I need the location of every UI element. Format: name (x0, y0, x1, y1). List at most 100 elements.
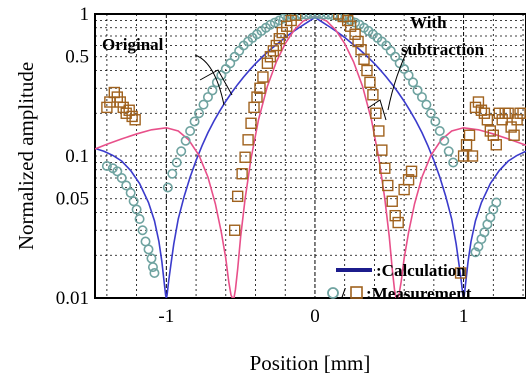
circle-point (421, 99, 432, 110)
circle-point (121, 180, 132, 191)
circle-point (385, 45, 396, 56)
circle-point (112, 166, 123, 177)
square-point (254, 82, 266, 94)
square-point (505, 121, 517, 133)
square-point (481, 114, 494, 126)
square-point (231, 190, 244, 203)
circle-point (198, 99, 209, 110)
square-point (251, 91, 263, 103)
circle-point (128, 196, 139, 207)
square-point (472, 96, 485, 108)
circle-point (176, 146, 187, 157)
square-point (373, 125, 385, 137)
circle-point (434, 125, 445, 136)
circle-point (439, 135, 450, 146)
square-point (490, 139, 502, 151)
square-point (270, 39, 283, 52)
square-point (478, 107, 491, 119)
square-point (517, 107, 526, 119)
legend-circle-marker (327, 287, 339, 299)
square-point (364, 76, 376, 89)
circle-point (134, 214, 145, 225)
square-point (508, 129, 520, 141)
circle-point (189, 116, 200, 127)
circle-point (220, 63, 231, 74)
circle-point (309, 14, 320, 19)
square-point (376, 144, 388, 156)
circle-point (147, 262, 158, 273)
square-point (229, 224, 241, 236)
square-point (402, 174, 415, 186)
square-point (239, 151, 251, 163)
square-point (352, 35, 364, 48)
circle-point (470, 247, 481, 258)
circle-point (185, 125, 196, 136)
circle-point (425, 108, 436, 119)
circle-point (116, 172, 127, 183)
circle-point (171, 157, 182, 168)
legend: :Calculation / :Measurement (327, 261, 472, 303)
square-point (389, 209, 401, 222)
square-point (405, 165, 418, 178)
square-point (349, 28, 361, 40)
square-point (361, 64, 373, 77)
square-point (463, 129, 476, 141)
circle-point (225, 58, 236, 69)
square-point (358, 53, 370, 65)
circle-point (143, 244, 154, 255)
original-leader (194, 54, 225, 106)
circle-point (416, 92, 427, 103)
circle-point (390, 51, 401, 62)
square-point (466, 150, 479, 162)
circle-point (207, 85, 218, 96)
square-point (126, 110, 138, 123)
square-point (289, 14, 302, 21)
circle-point (101, 161, 112, 172)
subtraction-leader (387, 44, 411, 111)
square-point (392, 216, 404, 229)
square-point (273, 32, 285, 45)
square-point (341, 14, 354, 27)
square-point (236, 168, 248, 180)
legend-measurement-label: :Measurement (366, 284, 472, 303)
annotation-leaders (194, 44, 411, 121)
y-axis-label: Normalized amplitude (14, 62, 38, 250)
circle-point (430, 116, 441, 127)
circle-point (278, 14, 289, 24)
circle-point (448, 157, 459, 168)
circle-point (194, 108, 205, 119)
circle-point (131, 204, 142, 215)
circle-point (180, 135, 191, 146)
square-point (245, 117, 257, 129)
circle-point (202, 92, 213, 103)
x-tick-label: -1 (158, 306, 174, 327)
data-markers (101, 14, 526, 279)
square-point (386, 195, 398, 207)
y-tick-label: 0.05 (56, 189, 89, 210)
circle-point (403, 70, 414, 81)
calculation-line-0 (95, 16, 526, 298)
original-pointer (199, 69, 233, 96)
y-tick-label: 0.1 (65, 146, 89, 167)
circle-point (125, 187, 136, 198)
annotation-with: With (410, 13, 447, 32)
square-point (257, 71, 269, 83)
square-point (457, 150, 470, 162)
x-tick-label: 0 (310, 306, 320, 327)
square-point (484, 125, 497, 137)
square-point (242, 134, 254, 146)
circle-point (167, 168, 178, 179)
y-tick-label: 1 (80, 4, 90, 25)
circle-point (412, 85, 423, 96)
circle-point (234, 45, 245, 56)
square-point (129, 114, 141, 126)
square-point (264, 51, 277, 63)
square-point (502, 107, 514, 119)
annotation-original: Original (102, 35, 164, 54)
square-point (454, 267, 467, 279)
square-point (120, 107, 132, 119)
square-point (382, 179, 394, 192)
x-axis-label: Position [mm] (250, 351, 371, 375)
circle-point (149, 267, 160, 278)
